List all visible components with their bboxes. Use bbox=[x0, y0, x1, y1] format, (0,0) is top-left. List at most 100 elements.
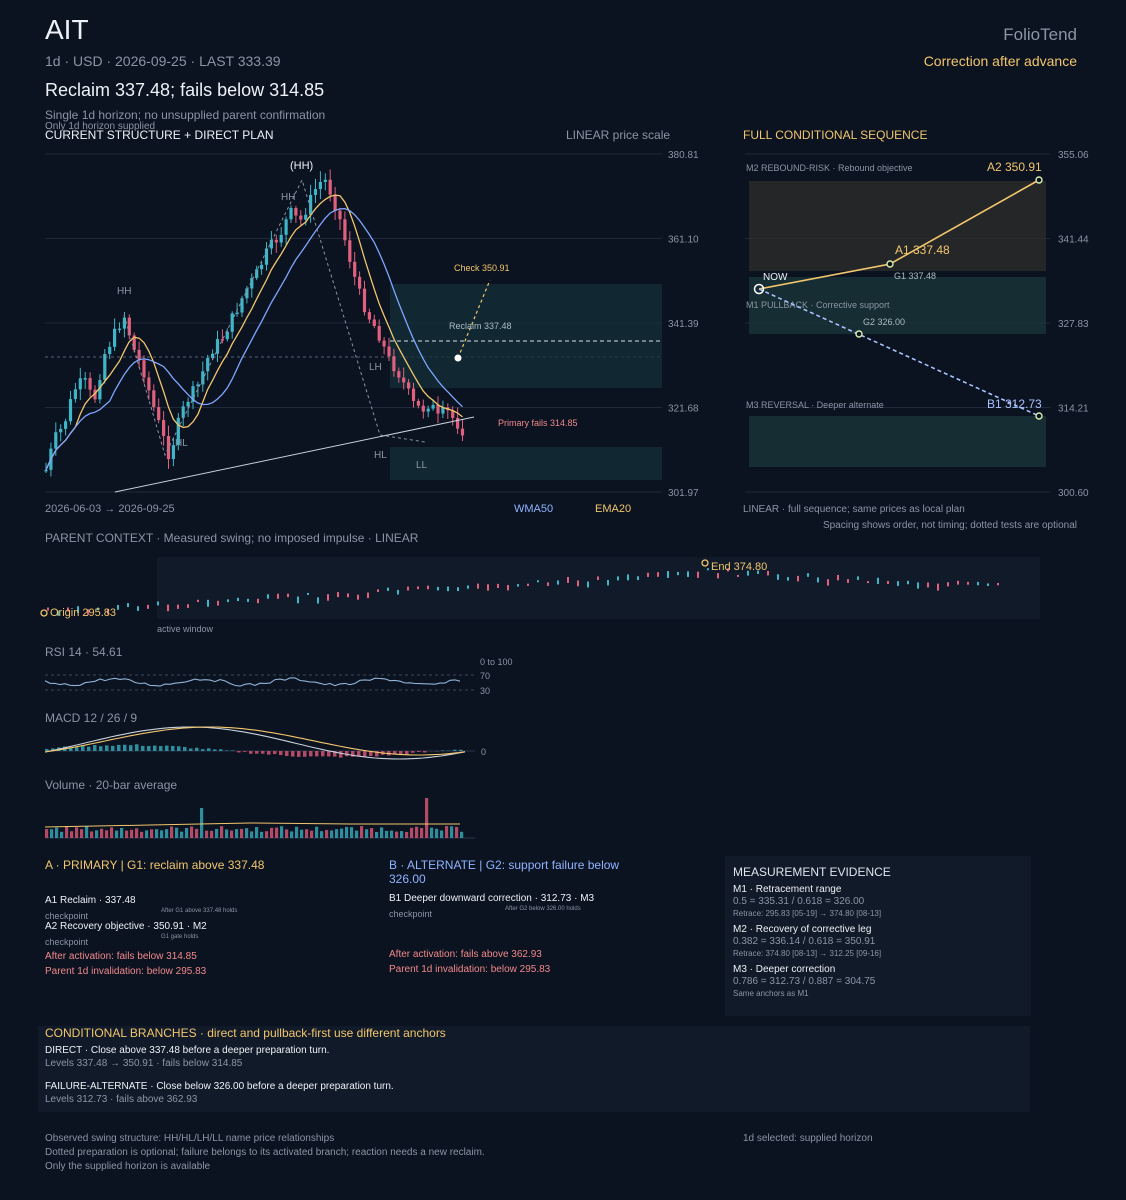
candle-body bbox=[142, 360, 146, 378]
candle-body bbox=[108, 346, 112, 354]
volume-bar bbox=[165, 829, 169, 838]
candle-body bbox=[284, 219, 288, 235]
volume-bar bbox=[170, 826, 174, 838]
macd-histogram-bar bbox=[405, 751, 409, 755]
parent-candle bbox=[627, 574, 629, 581]
volume-bar bbox=[460, 831, 464, 838]
volume-bar bbox=[245, 828, 249, 838]
parent-candle bbox=[877, 577, 879, 584]
volume-bar bbox=[100, 828, 104, 838]
main-chart-title: CURRENT STRUCTURE + DIRECT PLAN bbox=[45, 128, 274, 142]
volume-bar bbox=[45, 829, 49, 838]
volume-bar bbox=[415, 826, 419, 838]
parent-candle bbox=[417, 586, 419, 590]
y-tick-label: 361.10 bbox=[668, 235, 699, 246]
volume-bar bbox=[295, 826, 299, 838]
parent-candle bbox=[737, 574, 739, 577]
parent-candle bbox=[927, 582, 929, 588]
parent-candle bbox=[437, 586, 439, 591]
candle-body bbox=[186, 401, 190, 407]
macd-histogram-bar bbox=[297, 751, 301, 757]
volume-bar bbox=[175, 827, 179, 838]
volume-bar bbox=[140, 831, 144, 838]
volume-bar bbox=[300, 829, 304, 838]
parent-candle bbox=[257, 598, 259, 604]
parent-candle bbox=[427, 585, 429, 590]
active-window-band bbox=[157, 557, 1040, 619]
main-price-chart[interactable]: 380.81 361.10 341.39 321.68 301.97 (HH) HH HH H… bbox=[0, 140, 720, 510]
plan-a-row1-note: After G1 above 337.48 holds bbox=[161, 908, 238, 914]
volume-bar bbox=[310, 830, 314, 838]
plan-primary: A · PRIMARY | G1: reclaim above 337.48 A… bbox=[45, 858, 365, 977]
parent-candle bbox=[767, 570, 769, 576]
footer-horizon: 1d selected: supplied horizon bbox=[743, 1133, 873, 1144]
candle-body bbox=[68, 399, 73, 422]
parent-candle bbox=[757, 570, 759, 574]
candle-body bbox=[431, 404, 435, 409]
candle-body bbox=[191, 386, 195, 402]
candle-body bbox=[397, 371, 401, 378]
candle-body bbox=[260, 264, 264, 270]
plan-a-row2-sub: checkpoint bbox=[45, 937, 89, 947]
macd-histogram-bar bbox=[285, 751, 289, 756]
state-badge: Correction after advance bbox=[923, 53, 1077, 69]
evidence-m2-note: Retrace: 374.80 [08-13] → 312.25 [09-16] bbox=[733, 949, 882, 958]
candle-body bbox=[88, 378, 92, 390]
plan-a-row1-sub: checkpoint bbox=[45, 911, 89, 921]
parent-candle bbox=[807, 573, 809, 577]
parent-candle bbox=[697, 571, 699, 578]
candle-body bbox=[113, 328, 117, 347]
candle-body bbox=[274, 239, 278, 243]
macd-title: MACD 12 / 26 / 9 bbox=[45, 711, 138, 725]
candle-body bbox=[411, 388, 416, 401]
parent-candle bbox=[557, 580, 559, 585]
candle-body bbox=[132, 335, 136, 350]
price-scale-label: LINEAR price scale bbox=[566, 128, 671, 142]
volume-bar bbox=[430, 827, 434, 838]
candle-body bbox=[416, 400, 420, 406]
parent-candle bbox=[347, 593, 349, 598]
parent-candle bbox=[817, 577, 819, 583]
sequence-chart[interactable]: 355.06 341.44 327.83 314.21 300.60 M2 REBOUND… bbox=[735, 140, 1126, 505]
b1-dot bbox=[1035, 412, 1043, 420]
now-dot bbox=[753, 283, 765, 295]
y-tick-label: 314.21 bbox=[1058, 404, 1089, 415]
plan-b-title-value: 326.00 bbox=[389, 872, 426, 886]
macd-histogram-bar bbox=[351, 751, 355, 757]
macd-histogram-bar bbox=[273, 751, 277, 755]
candle-body bbox=[250, 278, 254, 289]
label-origin: Origin 295.83 bbox=[50, 607, 116, 619]
volume-average-line bbox=[44, 822, 460, 828]
signal-line bbox=[44, 726, 466, 756]
trend-line bbox=[114, 416, 475, 493]
volume-bar bbox=[225, 829, 229, 838]
parent-candle bbox=[67, 607, 69, 612]
parent-context-chart[interactable]: Origin 295.83 End 374.80 active window bbox=[0, 550, 1126, 640]
subline: Single 1d horizon; no unsupplied parent … bbox=[45, 108, 326, 122]
y-tick-label: 355.06 bbox=[1058, 150, 1089, 161]
macd-histogram-bar bbox=[459, 749, 463, 751]
plan-b-row1: B1 Deeper downward correction · 312.73 ·… bbox=[389, 893, 595, 904]
plan-alternate: B · ALTERNATE | G2: support failure belo… bbox=[389, 858, 709, 975]
macd-histogram-bar bbox=[369, 751, 373, 756]
plan-b-row1-note: After G2 below 326.00 holds bbox=[505, 906, 581, 912]
y-tick-label: 341.39 bbox=[668, 319, 699, 330]
volume-bar bbox=[335, 829, 339, 838]
zone-m3 bbox=[749, 416, 1046, 467]
parent-candle bbox=[647, 572, 649, 577]
parent-candle bbox=[107, 609, 109, 615]
volume-bar bbox=[55, 827, 59, 838]
macd-histogram-bar bbox=[75, 747, 79, 751]
plan-a-row1: A1 Reclaim · 337.48 bbox=[45, 895, 136, 906]
parent-candle bbox=[467, 585, 469, 589]
candle-body bbox=[78, 378, 82, 390]
candle-body bbox=[117, 328, 122, 331]
volume-bar bbox=[425, 798, 429, 838]
candle-body bbox=[451, 410, 455, 418]
parent-title: PARENT CONTEXT · Measured swing; no impo… bbox=[45, 531, 419, 545]
macd-histogram-bar bbox=[291, 751, 295, 757]
parent-candle bbox=[617, 576, 619, 581]
volume-bar bbox=[50, 829, 54, 838]
parent-candle bbox=[857, 576, 859, 580]
volume-bar bbox=[365, 829, 369, 838]
